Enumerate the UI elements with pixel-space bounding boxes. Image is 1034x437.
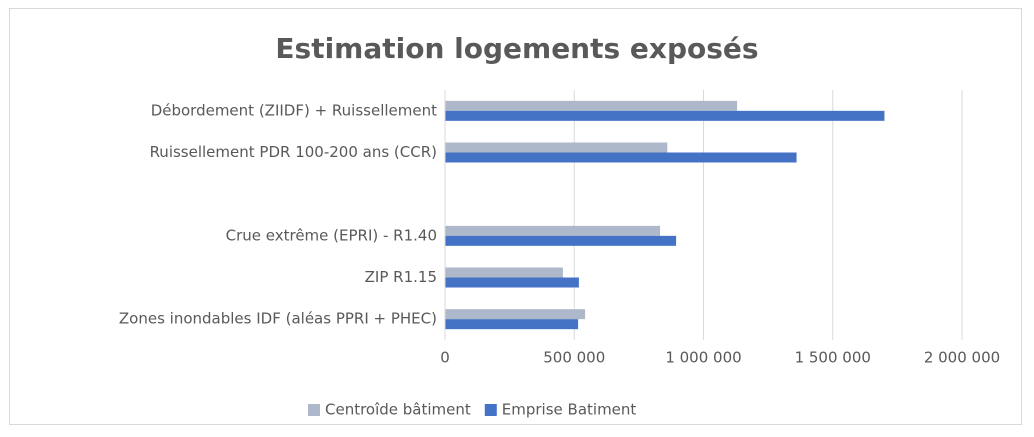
bar (445, 110, 885, 121)
chart-border (9, 8, 1022, 425)
bar (445, 277, 579, 288)
bar (445, 142, 668, 153)
legend-swatch (484, 404, 497, 416)
bar (445, 225, 661, 236)
x-tick-label: 500 000 (543, 349, 605, 367)
bar (445, 267, 563, 278)
y-tick-label: Crue extrême (EPRI) - R1.40 (226, 226, 437, 244)
bar (445, 309, 586, 320)
legend-label: Centroîde bâtiment (325, 401, 471, 419)
y-tick-label: Ruissellement PDR 100-200 ans (CCR) (150, 143, 437, 161)
y-tick-label: Débordement (ZIIDF) + Ruissellement (151, 101, 437, 119)
x-tick-label: 0 (440, 349, 450, 367)
bar (445, 319, 579, 330)
x-tick-label: 1 000 000 (665, 349, 741, 367)
chart-title: Estimation logements exposés (275, 32, 758, 65)
legend-label: Emprise Batiment (502, 401, 637, 419)
x-tick-label: 2 000 000 (924, 349, 1000, 367)
y-tick-label: ZIP R1.15 (365, 268, 437, 286)
bar (445, 100, 738, 111)
y-tick-label: Zones inondables IDF (aléas PPRI + PHEC) (119, 310, 437, 328)
bar (445, 152, 797, 163)
bar (445, 235, 677, 246)
x-tick-label: 1 500 000 (795, 349, 871, 367)
legend-swatch (308, 404, 320, 416)
